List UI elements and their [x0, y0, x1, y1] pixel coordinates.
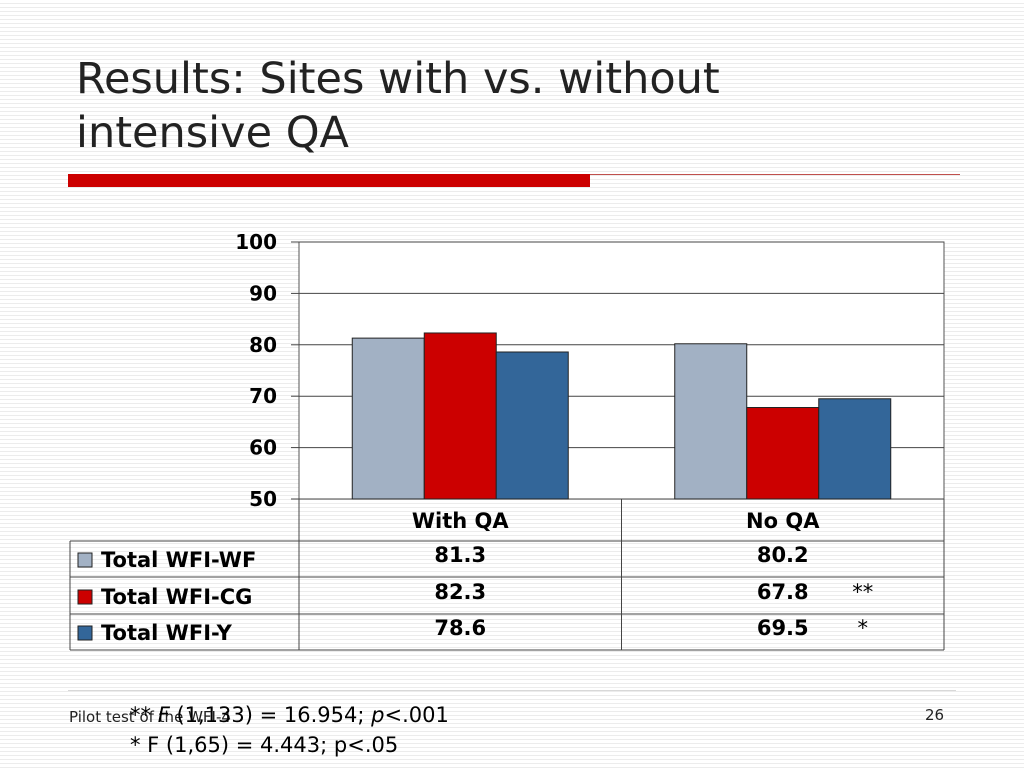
bar-chart: 50 60 70 80 90 100 With QA No QA Total WFI-WF 81.…: [69, 230, 945, 651]
sig1-F: F: [157, 703, 170, 727]
slide-number: 26: [925, 706, 945, 724]
data-label: 81.3: [434, 543, 486, 567]
bar-total-wfi-y-with-qa: [495, 351, 569, 500]
data-label: 80.2: [757, 543, 809, 567]
bar-total-wfi-cg-no-qa: [746, 407, 820, 500]
sig1-marker: **: [130, 703, 158, 727]
sig1-p: p: [371, 703, 385, 727]
data-label: 69.5: [757, 616, 809, 640]
legend-label: Total WFI-CG: [101, 585, 252, 609]
category-label: No QA: [746, 509, 820, 533]
legend-swatch: [77, 589, 93, 605]
footer-divider: [68, 690, 956, 691]
title-line-2: intensive QA: [76, 108, 349, 158]
y-tick-label: 50: [249, 487, 277, 511]
y-tick-label: 100: [235, 230, 277, 254]
sig1-stat: (1,133) = 16.954;: [169, 703, 372, 727]
bar-total-wfi-wf-with-qa: [351, 337, 425, 500]
data-label: 82.3: [434, 580, 486, 604]
y-tick-label: 90: [249, 281, 277, 305]
significance-notes: ** F (1,133) = 16.954; p<.001 * F (1,65)…: [130, 700, 449, 760]
footer-text: Pilot test of the WFI-4: [69, 708, 231, 726]
title-line-1: Results: Sites with vs. without: [76, 54, 720, 104]
legend-label: Total WFI-Y: [101, 621, 233, 645]
significance-marker: *: [858, 616, 869, 640]
slide-title: Results: Sites with vs. without intensiv…: [76, 52, 956, 160]
significance-line-1: ** F (1,133) = 16.954; p<.001: [130, 700, 449, 730]
significance-marker: **: [852, 580, 873, 604]
y-tick-label: 60: [249, 436, 277, 460]
significance-line-2: * F (1,65) = 4.443; p<.05: [130, 733, 399, 757]
y-tick-label: 80: [249, 333, 277, 357]
bar-total-wfi-wf-no-qa: [674, 343, 748, 500]
category-label: With QA: [412, 509, 510, 533]
data-label: 78.6: [434, 616, 486, 640]
legend-swatch: [77, 552, 93, 568]
bar-total-wfi-y-no-qa: [818, 398, 892, 500]
title-underline-bar: [68, 174, 590, 187]
sig1-pval: <.001: [384, 703, 449, 727]
legend-label: Total WFI-WF: [101, 548, 256, 572]
legend-swatch: [77, 625, 93, 641]
data-label: 67.8: [757, 580, 809, 604]
bar-total-wfi-cg-with-qa: [423, 332, 497, 500]
y-tick-label: 70: [249, 384, 277, 408]
